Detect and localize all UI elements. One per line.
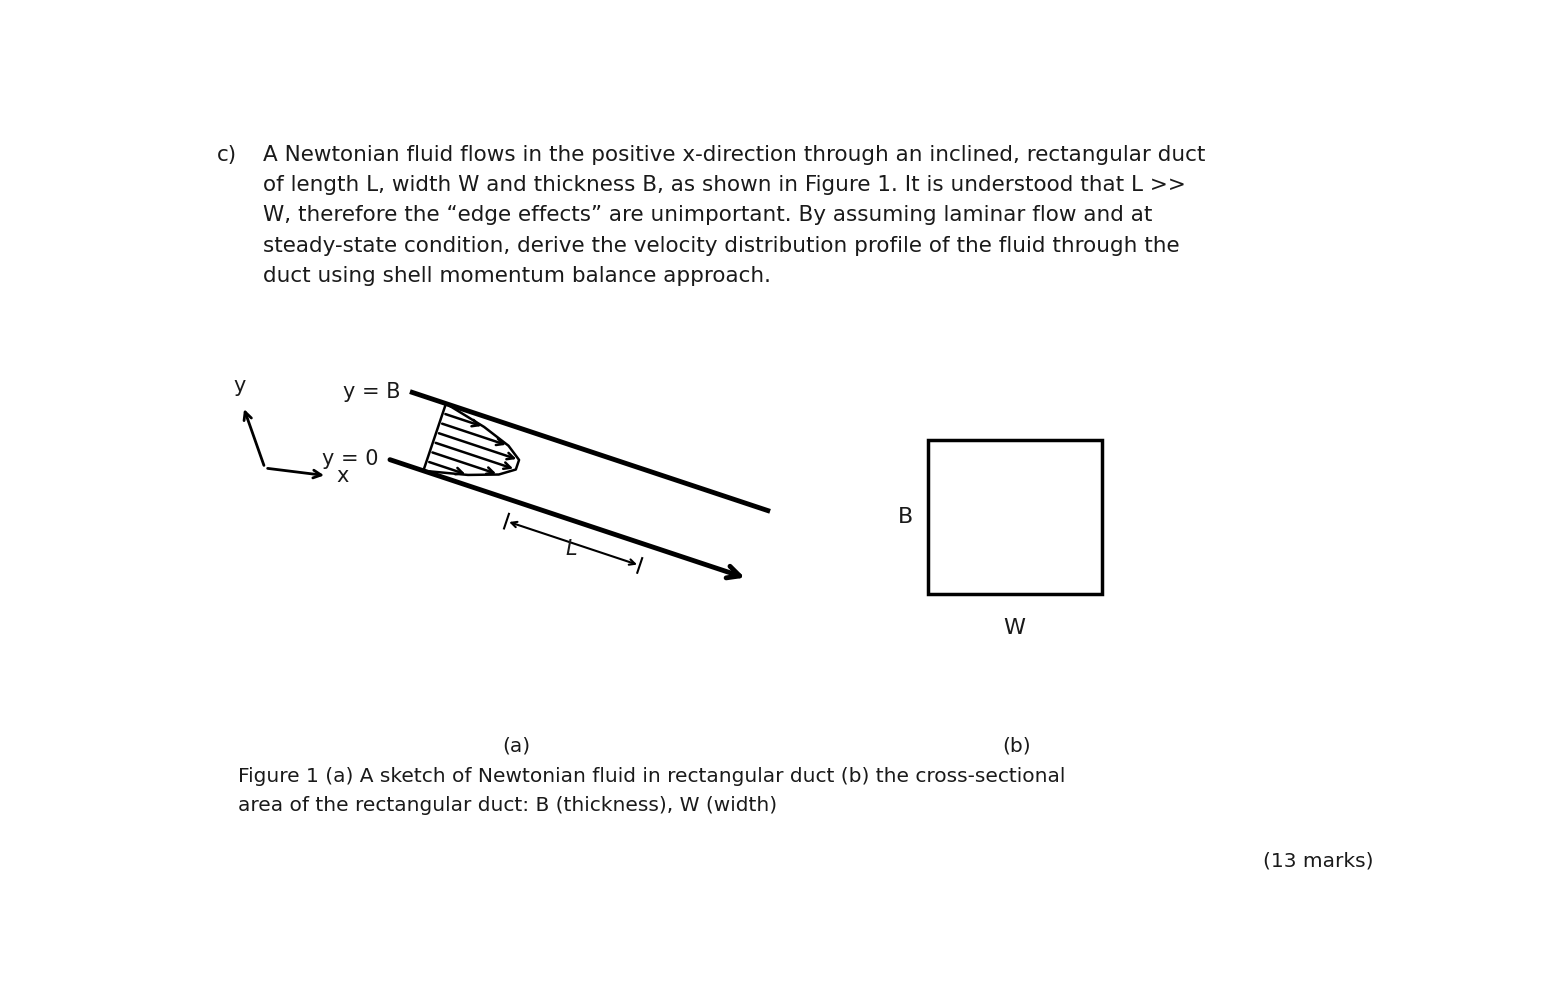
Text: L: L [565,539,578,559]
Text: (13 marks): (13 marks) [1263,852,1374,870]
Text: c): c) [217,145,237,165]
Text: y: y [233,376,245,396]
Text: Figure 1 (a) A sketch of Newtonian fluid in rectangular duct (b) the cross-secti: Figure 1 (a) A sketch of Newtonian fluid… [237,767,1065,815]
Text: B: B [898,507,913,527]
Text: y = B: y = B [343,382,401,402]
Text: (a): (a) [503,736,531,755]
Bar [927,440,1102,594]
Text: W: W [1004,618,1026,638]
Text: y = 0: y = 0 [322,449,378,469]
Text: x: x [336,466,348,486]
Text: A Newtonian fluid flows in the positive x-direction through an inclined, rectang: A Newtonian fluid flows in the positive … [264,145,1205,286]
Text: (b): (b) [1002,736,1030,755]
